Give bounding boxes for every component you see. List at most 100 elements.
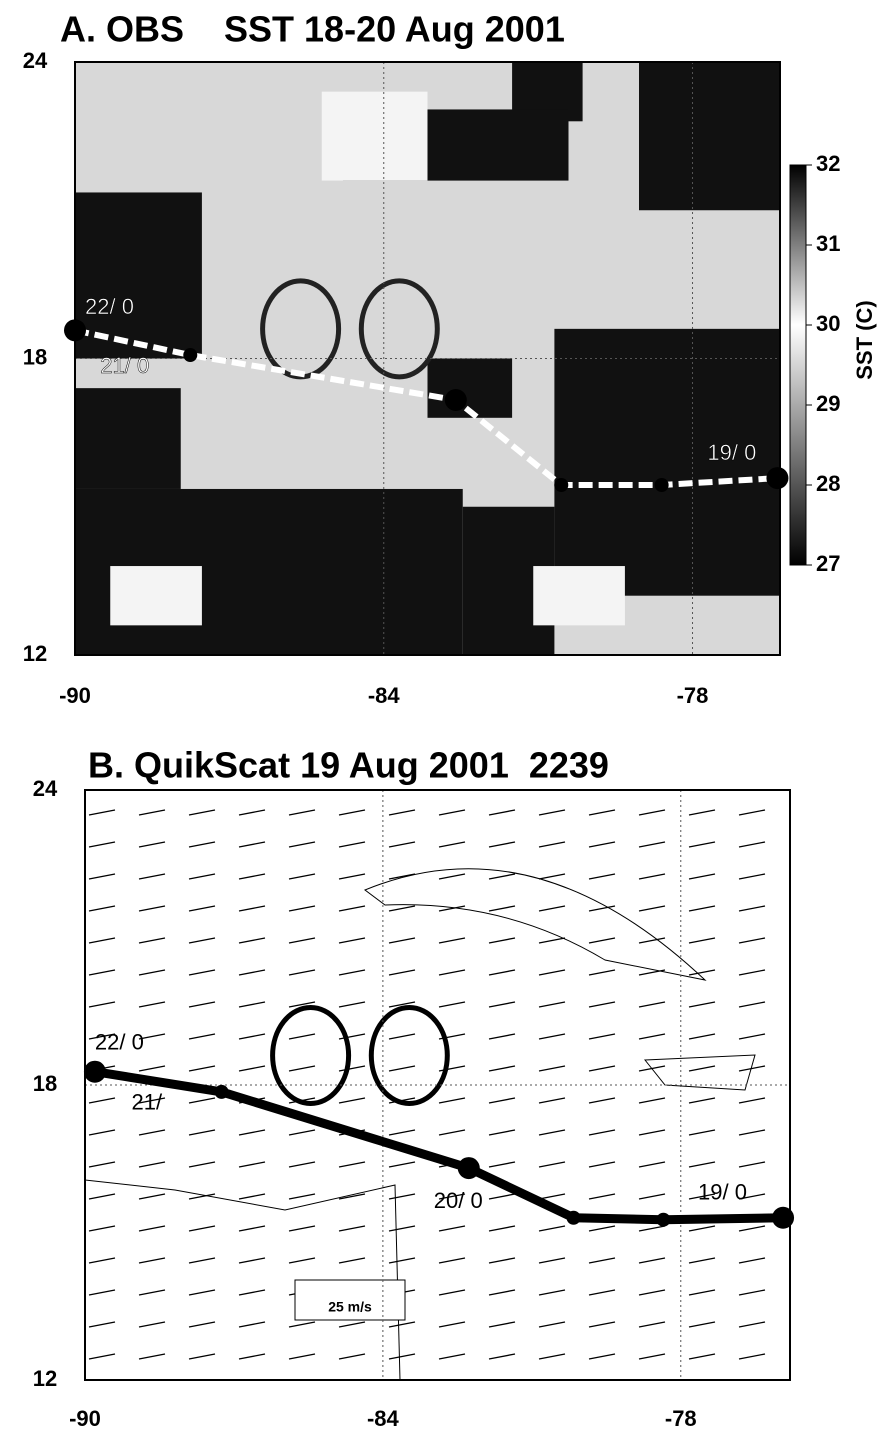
wind-arrow [138,1353,166,1360]
wind-arrow [388,1129,416,1136]
wind-arrow [88,1001,116,1008]
wind-arrow [688,809,716,816]
wind-arrow [338,1097,366,1104]
wind-arrow [88,1257,116,1264]
wind-arrow [688,1161,716,1168]
wind-arrow [188,1161,216,1168]
wind-arrow [488,873,516,880]
wind-arrow [188,969,216,976]
wind-arrow [138,1129,166,1136]
wind-arrow [438,905,466,912]
wind-arrow [588,1225,616,1232]
track-point [83,1060,106,1083]
wind-arrow [138,809,166,816]
wind-arrow [638,1193,666,1200]
coastline [643,1054,756,1091]
wind-arrow [138,937,166,944]
wind-arrow [738,1065,766,1072]
wind-arrow [238,1193,266,1200]
wind-arrow [538,969,566,976]
wind-arrow [638,873,666,880]
wind-arrow [638,1001,666,1008]
wind-arrow [538,1097,566,1104]
wind-arrow [88,1353,116,1360]
track-label: 19/ 0 [698,1180,747,1205]
wind-arrow [738,1257,766,1264]
wind-arrow [188,1065,216,1072]
wind-arrow [288,1257,316,1264]
storm-track [74,327,778,489]
wind-arrow [488,1001,516,1008]
wind-arrow [338,873,366,880]
wind-arrow [538,1321,566,1328]
wind-arrow [138,905,166,912]
wind-arrow [138,1161,166,1168]
wind-arrow [188,873,216,880]
wind-arrow [688,905,716,912]
wind-arrow [438,873,466,880]
map-area: 25 m/s [85,790,790,1380]
wind-arrow [288,1065,316,1072]
wind-arrow [238,1129,266,1136]
wind-arrow [388,1353,416,1360]
wind-arrow [88,937,116,944]
sst-dark-patch [639,62,780,211]
track-point [766,467,789,490]
wind-arrow [638,937,666,944]
track-point [656,1212,671,1227]
wind-arrow [738,969,766,976]
colorbar-label: SST (C) [852,300,877,379]
scale-label: 25 m/s [328,1299,372,1315]
x-tick-label: -90 [59,683,91,708]
colorbar-tick-label: 31 [816,231,840,256]
wind-arrow [238,1257,266,1264]
wind-arrow [88,873,116,880]
wind-arrow [338,1353,366,1360]
plot-frame [74,61,781,656]
y-tick-label: 18 [33,1071,57,1096]
x-tick-label: -84 [367,1406,400,1431]
wind-arrow [338,1161,366,1168]
wind-arrow [438,1193,466,1200]
wind-arrow [688,841,716,848]
wind-arrow [638,1353,666,1360]
wind-arrow [738,937,766,944]
wind-arrow [438,1257,466,1264]
wind-arrow [238,969,266,976]
wind-arrow [288,905,316,912]
wind-arrow [288,1193,316,1200]
wind-arrow [138,1257,166,1264]
wind-arrow [688,1193,716,1200]
coastline [85,1179,401,1380]
wind-arrow [538,1257,566,1264]
track-label: 21/ [132,1090,163,1115]
wind-arrow [738,1193,766,1200]
wind-arrow [588,873,616,880]
wind-arrow [88,1289,116,1296]
y-tick-label: 18 [23,344,47,369]
wind-arrow [738,1321,766,1328]
wind-arrow [738,809,766,816]
wind-arrow [238,809,266,816]
wind-arrow [238,1225,266,1232]
track-point [566,1210,581,1225]
track-label: 22/ 0 [95,1030,144,1055]
wind-arrow [238,1353,266,1360]
track-point [214,1084,229,1099]
track-label: 20/ 0 [434,1188,483,1213]
wind-arrow [688,1033,716,1040]
wind-arrow [438,841,466,848]
wind-arrow [188,1129,216,1136]
wind-arrow [138,873,166,880]
wind-arrow [188,1193,216,1200]
wind-arrow [388,969,416,976]
track-label: 21/ 0 [100,353,149,378]
wind-arrow [88,1321,116,1328]
wind-arrow [188,1257,216,1264]
wind-arrow [588,1257,616,1264]
wind-arrow [588,1033,616,1040]
wind-arrow [438,809,466,816]
wind-arrow [588,1289,616,1296]
eddy-contour [368,1005,450,1106]
